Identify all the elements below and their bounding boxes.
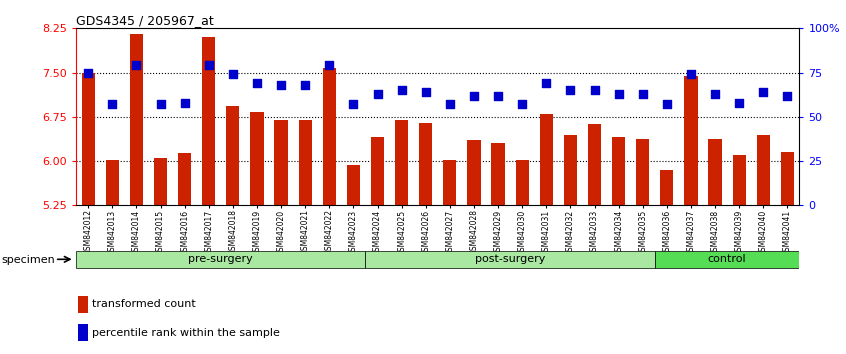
Bar <box>371 137 384 205</box>
Point <box>250 80 264 86</box>
Point <box>299 82 312 88</box>
Point <box>443 102 457 107</box>
Point <box>419 89 432 95</box>
FancyBboxPatch shape <box>76 251 365 268</box>
Bar <box>419 123 432 205</box>
Bar <box>78 324 87 341</box>
Point <box>684 72 698 77</box>
Point <box>347 102 360 107</box>
Bar <box>660 170 673 205</box>
Point <box>612 91 625 97</box>
Bar <box>178 153 191 205</box>
Text: pre-surgery: pre-surgery <box>189 254 253 264</box>
Bar <box>781 152 794 205</box>
Bar <box>443 160 457 205</box>
Point <box>322 63 336 68</box>
Bar <box>154 158 168 205</box>
Point <box>756 89 770 95</box>
Bar <box>756 135 770 205</box>
Bar <box>347 165 360 205</box>
Text: GDS4345 / 205967_at: GDS4345 / 205967_at <box>76 14 214 27</box>
Point <box>106 102 119 107</box>
Point <box>274 82 288 88</box>
Bar <box>274 120 288 205</box>
Point <box>178 100 191 105</box>
Point <box>226 72 239 77</box>
Point <box>467 93 481 98</box>
Bar <box>395 120 409 205</box>
Bar <box>106 160 119 205</box>
Point <box>781 93 794 98</box>
FancyBboxPatch shape <box>655 251 799 268</box>
Point <box>708 91 722 97</box>
Bar <box>250 112 264 205</box>
Bar <box>612 137 625 205</box>
Bar <box>563 135 577 205</box>
Bar <box>492 143 505 205</box>
FancyBboxPatch shape <box>365 251 655 268</box>
Bar <box>202 37 216 205</box>
Bar <box>588 125 602 205</box>
Bar <box>467 141 481 205</box>
Bar <box>299 120 312 205</box>
Point <box>540 80 553 86</box>
Bar <box>226 106 239 205</box>
Text: percentile rank within the sample: percentile rank within the sample <box>92 328 280 338</box>
Text: specimen: specimen <box>2 255 56 265</box>
Bar <box>733 155 746 205</box>
Text: post-surgery: post-surgery <box>475 254 546 264</box>
Point <box>154 102 168 107</box>
Point <box>395 87 409 93</box>
Bar <box>78 296 87 313</box>
Bar <box>540 114 553 205</box>
Bar <box>81 73 95 205</box>
Point <box>733 100 746 105</box>
Point <box>563 87 577 93</box>
Text: control: control <box>708 254 746 264</box>
Point <box>129 63 143 68</box>
Text: transformed count: transformed count <box>92 299 196 309</box>
Bar <box>636 139 650 205</box>
Point <box>202 63 216 68</box>
Point <box>660 102 673 107</box>
Bar <box>129 34 143 205</box>
Point <box>636 91 650 97</box>
Point <box>515 102 529 107</box>
Point <box>588 87 602 93</box>
Point <box>81 70 95 75</box>
Bar <box>515 160 529 205</box>
Bar <box>322 68 336 205</box>
Point <box>371 91 384 97</box>
Point <box>492 93 505 98</box>
Bar <box>684 75 698 205</box>
Bar <box>708 139 722 205</box>
